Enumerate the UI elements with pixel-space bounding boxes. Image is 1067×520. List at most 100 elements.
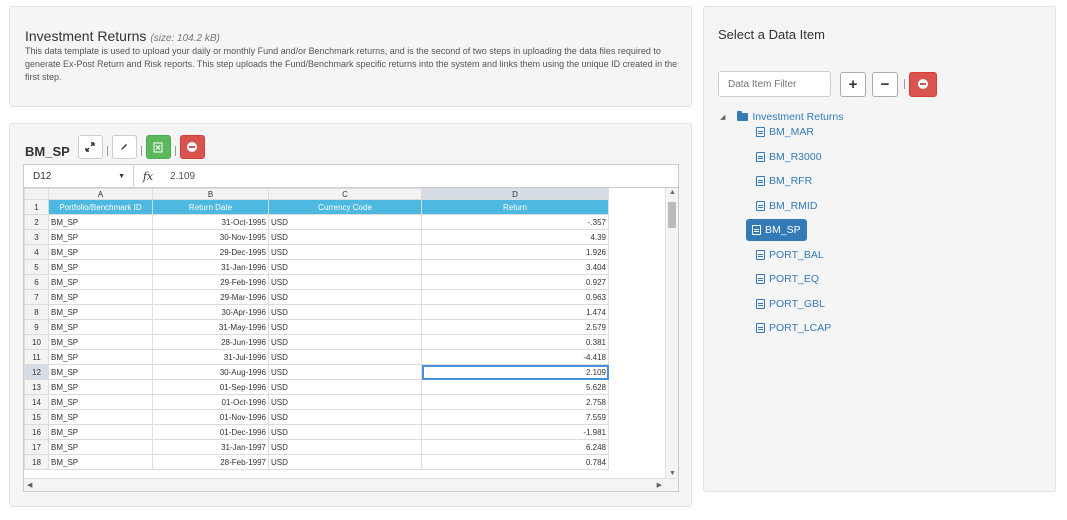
expand-button[interactable] (77, 135, 103, 159)
row-number[interactable]: 18 (24, 454, 49, 470)
table-cell[interactable]: BM_SP (48, 379, 153, 395)
table-cell[interactable]: BM_SP (48, 409, 153, 425)
table-cell[interactable]: 4.39 (421, 229, 609, 245)
remove-item-button[interactable]: − (872, 71, 898, 97)
table-cell[interactable]: USD (268, 289, 422, 305)
table-cell[interactable]: -1.981 (421, 424, 609, 440)
row-number[interactable]: 1 (24, 199, 49, 215)
table-cell[interactable]: 2.758 (421, 394, 609, 410)
header-cell[interactable]: Currency Code (268, 199, 422, 215)
table-cell[interactable]: USD (268, 424, 422, 440)
table-cell[interactable]: BM_SP (48, 439, 153, 455)
table-cell[interactable]: 31-Oct-1995 (152, 214, 269, 230)
table-cell[interactable]: 01-Nov-1996 (152, 409, 269, 425)
row-number[interactable]: 5 (24, 259, 49, 275)
vertical-scrollbar[interactable]: ▲ ▼ (665, 188, 678, 478)
corner-cell[interactable] (24, 188, 49, 200)
row-number[interactable]: 17 (24, 439, 49, 455)
table-cell[interactable]: 30-Apr-1996 (152, 304, 269, 320)
data-item-filter-input[interactable] (718, 71, 831, 97)
table-cell[interactable]: 28-Jun-1996 (152, 334, 269, 350)
table-cell[interactable]: 0.381 (421, 334, 609, 350)
edit-button[interactable] (111, 135, 137, 159)
table-cell[interactable]: BM_SP (48, 394, 153, 410)
row-number[interactable]: 8 (24, 304, 49, 320)
tree-item-port-lcap[interactable]: PORT_LCAP (750, 317, 837, 339)
scroll-left-icon[interactable]: ◀ (27, 482, 33, 489)
table-cell[interactable]: USD (268, 409, 422, 425)
row-number[interactable]: 4 (24, 244, 49, 260)
table-cell[interactable]: 0.784 (421, 454, 609, 470)
table-cell[interactable]: USD (268, 229, 422, 245)
table-cell[interactable]: USD (268, 259, 422, 275)
table-cell[interactable]: 29-Mar-1996 (152, 289, 269, 305)
add-item-button[interactable]: + (840, 71, 866, 97)
table-cell[interactable]: 0.927 (421, 274, 609, 290)
table-cell[interactable]: BM_SP (48, 424, 153, 440)
tree-expand-icon[interactable]: ◢ (720, 114, 726, 121)
table-cell[interactable]: USD (268, 454, 422, 470)
table-cell[interactable]: BM_SP (48, 214, 153, 230)
row-number[interactable]: 16 (24, 424, 49, 440)
table-cell[interactable]: BM_SP (48, 349, 153, 365)
table-cell[interactable]: 29-Dec-1995 (152, 244, 269, 260)
tree-item-bm-r3000[interactable]: BM_R3000 (750, 146, 828, 168)
table-cell[interactable]: BM_SP (48, 274, 153, 290)
table-cell[interactable]: USD (268, 349, 422, 365)
table-cell[interactable]: USD (268, 394, 422, 410)
row-number[interactable]: 13 (24, 379, 49, 395)
table-cell[interactable]: USD (268, 214, 422, 230)
tree-root-investment-returns[interactable]: ◢ Investment Returns (720, 109, 843, 125)
row-number[interactable]: 10 (24, 334, 49, 350)
table-cell[interactable]: BM_SP (48, 454, 153, 470)
row-number[interactable]: 11 (24, 349, 49, 365)
table-cell[interactable]: 2.579 (421, 319, 609, 335)
table-cell[interactable]: BM_SP (48, 259, 153, 275)
horizontal-scrollbar[interactable]: ◀ ▶ (24, 478, 678, 491)
tree-item-port-eq[interactable]: PORT_EQ (750, 268, 825, 290)
tree-item-bm-rfr[interactable]: BM_RFR (750, 170, 818, 192)
table-cell[interactable]: USD (268, 304, 422, 320)
table-cell[interactable]: 3.404 (421, 259, 609, 275)
tree-item-port-gbl[interactable]: PORT_GBL (750, 293, 831, 315)
table-cell[interactable]: 01-Sep-1996 (152, 379, 269, 395)
table-cell[interactable]: 1.926 (421, 244, 609, 260)
table-cell[interactable]: 01-Dec-1996 (152, 424, 269, 440)
table-cell[interactable]: 5.628 (421, 379, 609, 395)
row-number[interactable]: 12 (24, 364, 49, 380)
table-cell[interactable]: BM_SP (48, 364, 153, 380)
row-number[interactable]: 2 (24, 214, 49, 230)
table-cell[interactable]: USD (268, 319, 422, 335)
column-header-b[interactable]: B (152, 188, 269, 200)
scroll-down-icon[interactable]: ▼ (669, 470, 676, 477)
tree-item-port-bal[interactable]: PORT_BAL (750, 244, 830, 266)
table-cell[interactable]: BM_SP (48, 334, 153, 350)
tree-item-bm-mar[interactable]: BM_MAR (750, 121, 820, 143)
table-cell[interactable]: 30-Aug-1996 (152, 364, 269, 380)
table-cell[interactable]: 2.109 (421, 364, 609, 380)
table-cell[interactable]: USD (268, 244, 422, 260)
spreadsheet-grid[interactable]: D12 ▼ fx 2.109 A B C D 1 Portfolio/Be (23, 164, 679, 492)
row-number[interactable]: 15 (24, 409, 49, 425)
tree-item-bm-rmid[interactable]: BM_RMID (750, 195, 823, 217)
row-number[interactable]: 14 (24, 394, 49, 410)
remove-sheet-button[interactable] (179, 135, 205, 159)
table-cell[interactable]: BM_SP (48, 289, 153, 305)
row-number[interactable]: 3 (24, 229, 49, 245)
formula-input[interactable]: 2.109 (170, 170, 196, 182)
table-cell[interactable]: USD (268, 334, 422, 350)
table-cell[interactable]: BM_SP (48, 244, 153, 260)
table-cell[interactable]: 31-Jul-1996 (152, 349, 269, 365)
table-cell[interactable]: 29-Feb-1996 (152, 274, 269, 290)
header-cell[interactable]: Return Date (152, 199, 269, 215)
table-cell[interactable]: 7.559 (421, 409, 609, 425)
row-number[interactable]: 6 (24, 274, 49, 290)
table-cell[interactable]: -4.418 (421, 349, 609, 365)
table-cell[interactable]: 1.474 (421, 304, 609, 320)
scroll-up-icon[interactable]: ▲ (669, 189, 676, 196)
row-number[interactable]: 9 (24, 319, 49, 335)
table-cell[interactable]: 30-Nov-1995 (152, 229, 269, 245)
cell-reference-box[interactable]: D12 ▼ (24, 165, 134, 187)
table-cell[interactable]: USD (268, 274, 422, 290)
table-cell[interactable]: 0.963 (421, 289, 609, 305)
